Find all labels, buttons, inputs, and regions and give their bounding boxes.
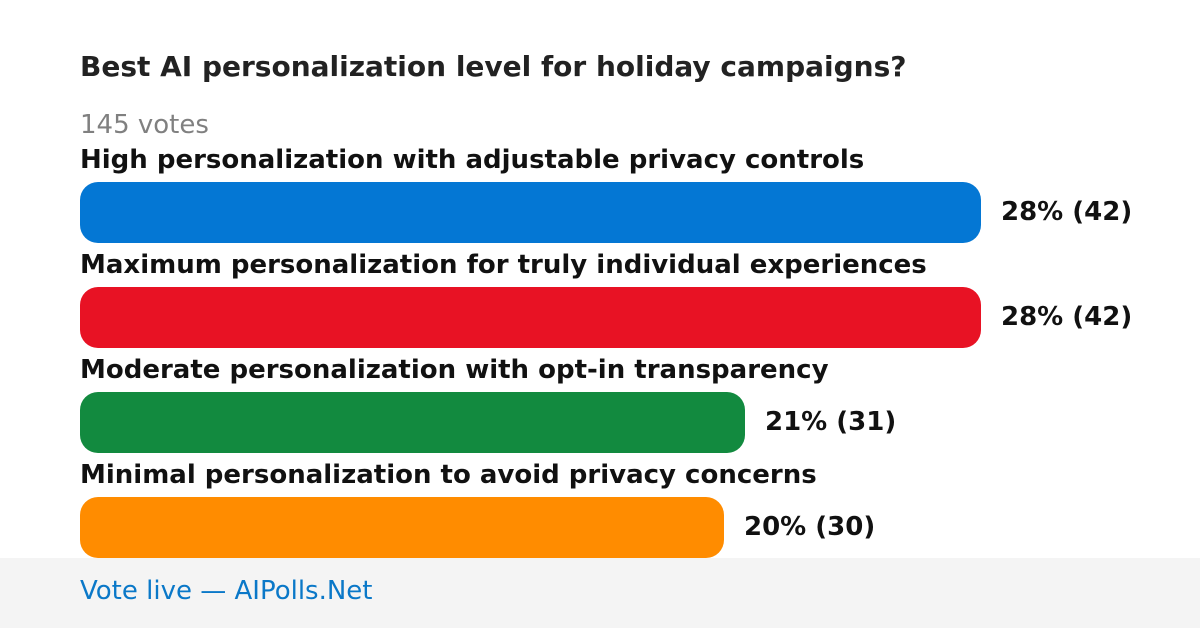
option-label: High personalization with adjustable pri… [80, 145, 865, 175]
option-label: Maximum personalization for truly indivi… [80, 250, 927, 280]
option-label: Minimal personalization to avoid privacy… [80, 460, 817, 490]
poll-option: High personalization with adjustable pri… [80, 145, 1180, 245]
option-label: Moderate personalization with opt-in tra… [80, 355, 829, 385]
footer: Vote live — AIPolls.Net [0, 558, 1200, 628]
result-bar [80, 497, 724, 558]
result-value: 28% (42) [1001, 197, 1133, 227]
poll-option: Moderate personalization with opt-in tra… [80, 355, 1180, 455]
result-bar [80, 392, 745, 453]
result-value: 21% (31) [765, 407, 897, 437]
poll-option: Maximum personalization for truly indivi… [80, 250, 1180, 350]
result-value: 28% (42) [1001, 302, 1133, 332]
vote-count: 145 votes [80, 110, 209, 140]
result-bar [80, 287, 981, 348]
result-bar [80, 182, 981, 243]
poll-title: Best AI personalization level for holida… [80, 50, 907, 83]
poll-option: Minimal personalization to avoid privacy… [80, 460, 1180, 560]
result-value: 20% (30) [744, 512, 876, 542]
vote-live-link[interactable]: Vote live — AIPolls.Net [80, 576, 373, 606]
